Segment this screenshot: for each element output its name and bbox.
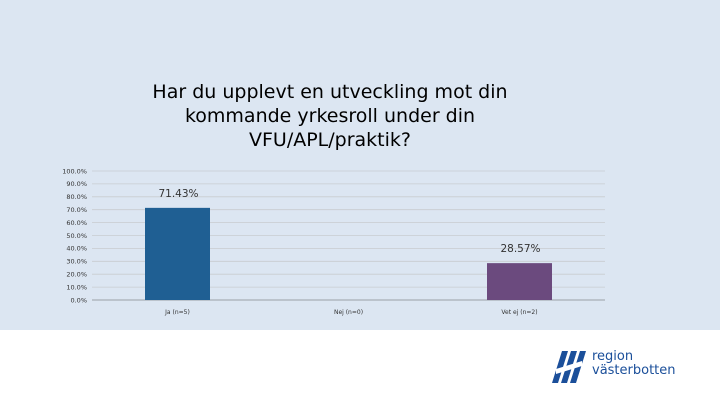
y-axis-ticks: 0.0% 10.0% 20.0% 30.0% 40.0% 50.0% 60.0% 70.0% 8… <box>62 167 87 304</box>
y-tick-label: 30.0% <box>66 258 87 266</box>
slide-background <box>0 0 720 330</box>
bar-chart: 0.0% 10.0% 20.0% 30.0% 40.0% 50.0% 60.0% 70.0% 8… <box>62 167 605 316</box>
bar <box>145 207 210 300</box>
category-label: Vet ej (n=2) <box>501 309 537 316</box>
chart-title-line-2: kommande yrkesroll under din <box>184 105 476 127</box>
category-label: Nej (n=0) <box>334 309 363 316</box>
data-label: 28.57% <box>500 243 540 255</box>
y-tick-label: 0.0% <box>70 296 87 304</box>
y-tick-label: 80.0% <box>66 193 87 201</box>
chart-title: Har du upplevt en utveckling mot din kom… <box>120 80 540 152</box>
y-tick-label: 20.0% <box>66 271 87 279</box>
data-labels: 71.43% 28.57% <box>158 188 540 255</box>
data-label: 71.43% <box>158 188 198 200</box>
y-tick-label: 60.0% <box>66 219 87 227</box>
y-tick-label: 10.0% <box>66 283 87 291</box>
y-tick-label: 100.0% <box>62 167 87 175</box>
y-tick-label: 50.0% <box>66 232 87 240</box>
bars <box>145 207 552 300</box>
x-axis-categories: Ja (n=5) Nej (n=0) Vet ej (n=2) <box>164 309 537 316</box>
chart-title-line-1: Har du upplevt en utveckling mot din <box>152 81 508 103</box>
logo-text-line-2: västerbotten <box>592 363 676 378</box>
y-tick-label: 40.0% <box>66 245 87 253</box>
region-vasterbotten-mark-icon <box>552 351 586 383</box>
y-tick-label: 90.0% <box>66 180 87 188</box>
category-label: Ja (n=5) <box>164 309 190 316</box>
bar <box>487 263 552 300</box>
logo-text-line-1: region <box>592 349 634 364</box>
region-vasterbotten-logo: region västerbotten <box>552 350 702 384</box>
chart-title-line-3: VFU/APL/praktik? <box>248 129 411 151</box>
logo-text: region västerbotten <box>592 350 676 378</box>
y-tick-label: 70.0% <box>66 206 87 214</box>
